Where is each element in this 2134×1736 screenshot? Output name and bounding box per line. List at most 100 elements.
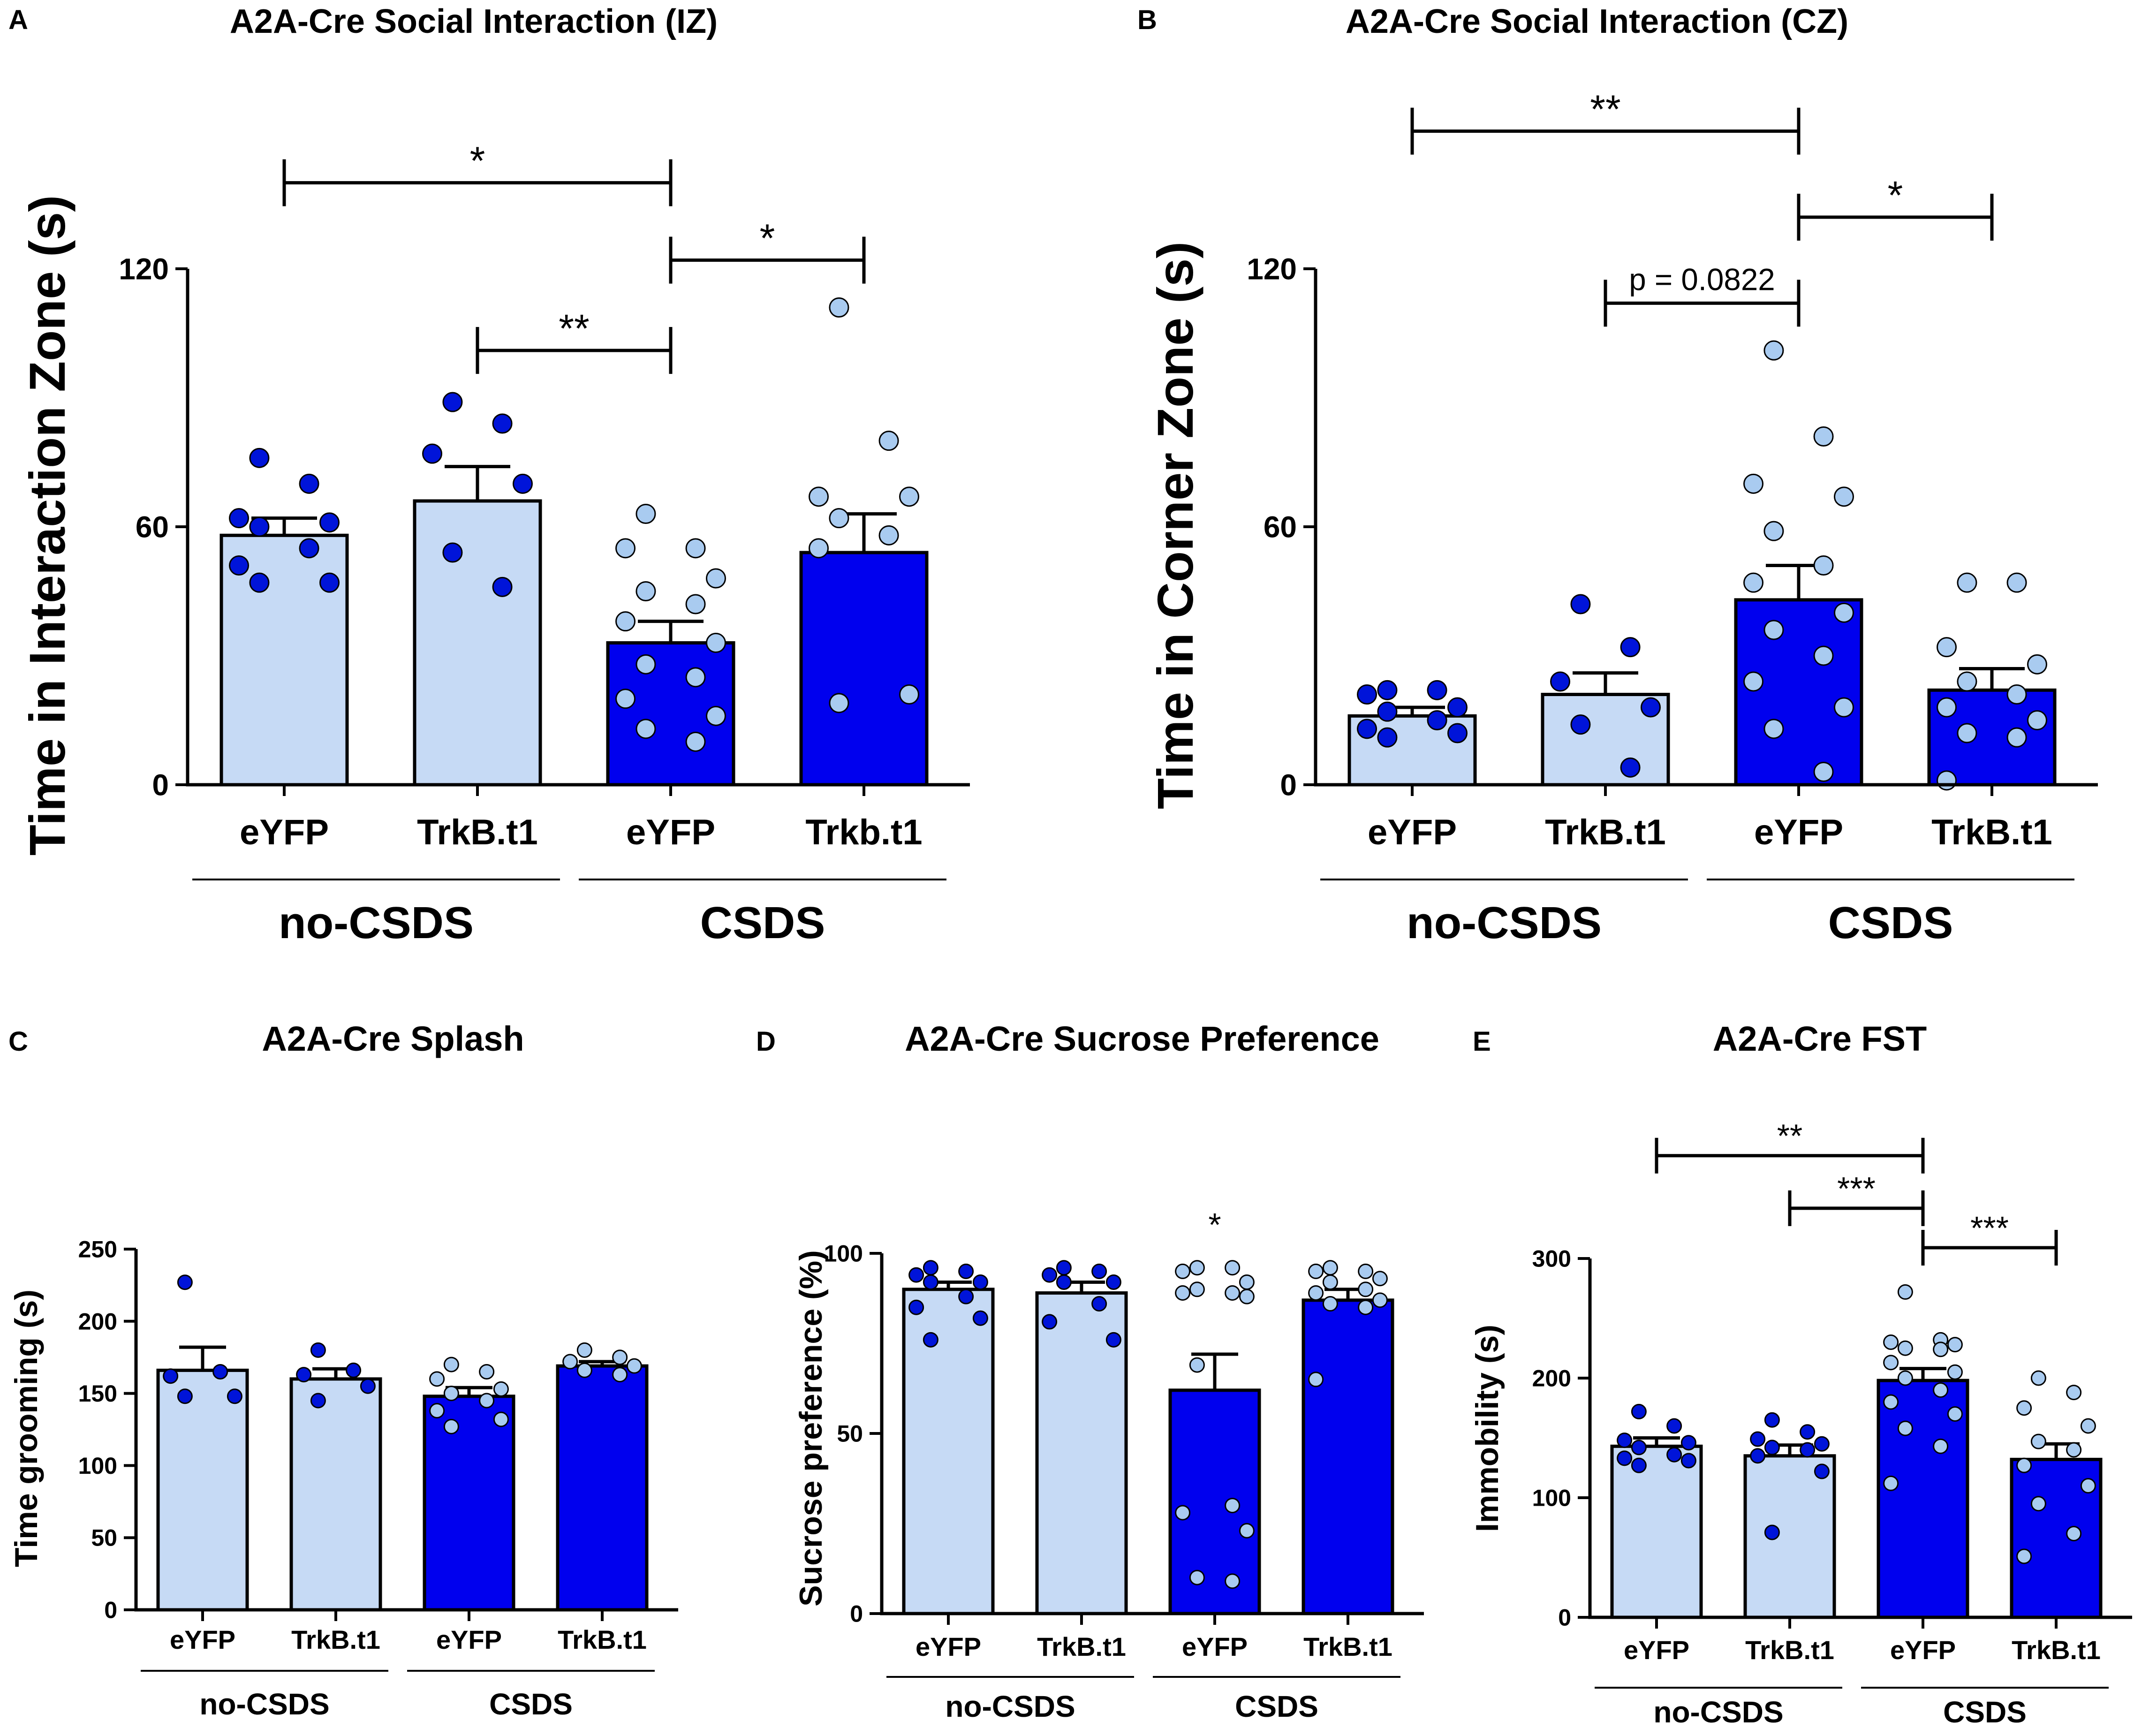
panel-label: D (756, 1026, 776, 1057)
panel-e: E A2A-Cre FST Immobility (s) 0 100 200 300 eYFP… (1469, 1019, 2132, 1729)
error-bar-1 (1633, 1436, 1680, 1447)
data-point (576, 1342, 592, 1358)
data-point (972, 1310, 988, 1326)
data-point (1814, 1436, 1830, 1452)
data-point (1763, 340, 1784, 361)
category-label: Trkb.t1 (805, 812, 922, 852)
data-point (908, 1267, 924, 1283)
data-point (1813, 645, 1834, 666)
y-tick-label: 120 (1247, 252, 1297, 286)
significance-label: * (1208, 1206, 1221, 1243)
data-point (1239, 1274, 1255, 1290)
data-point (493, 1411, 509, 1427)
category-label: eYFP (170, 1625, 235, 1654)
y-tick-label: 150 (78, 1380, 117, 1407)
data-point (1308, 1285, 1324, 1301)
data-point (1883, 1355, 1899, 1371)
data-point (1813, 426, 1834, 447)
data-point (2027, 654, 2047, 675)
data-point (1377, 701, 1398, 722)
data-point (1372, 1292, 1388, 1308)
group-label: no-CSDS (279, 898, 474, 948)
data-point (1743, 572, 1764, 593)
group-label: CSDS (1828, 898, 1953, 948)
data-point (229, 508, 250, 529)
data-point (1937, 770, 1957, 791)
category-label: eYFP (1890, 1635, 1956, 1665)
bar-4 (1302, 1298, 1394, 1615)
data-point (1680, 1453, 1696, 1469)
data-point (1814, 1463, 1830, 1479)
y-axis-label: Time in Corner Zone (s) (1147, 242, 1203, 809)
data-point (1239, 1289, 1255, 1304)
bar-4 (799, 551, 929, 787)
data-point (1897, 1370, 1913, 1386)
data-point (1764, 1412, 1780, 1428)
data-point (163, 1368, 179, 1384)
category-label: eYFP (436, 1625, 502, 1654)
data-point (1358, 1263, 1374, 1279)
data-point (636, 581, 656, 601)
data-point (685, 667, 706, 688)
y-tick-label: 250 (78, 1236, 117, 1263)
data-point (829, 508, 849, 529)
bar-1 (1610, 1444, 1703, 1619)
significance-label: * (470, 139, 485, 183)
category-label: eYFP (240, 812, 329, 852)
significance-label: *** (1970, 1210, 2009, 1246)
data-point (1947, 1406, 1963, 1422)
data-point (878, 525, 899, 546)
panel-label: C (8, 1026, 28, 1057)
data-point (1372, 1271, 1388, 1287)
significance-bracket (1797, 194, 1994, 241)
data-point (1225, 1498, 1241, 1514)
data-point (2030, 1496, 2046, 1512)
bar-4 (556, 1364, 649, 1612)
data-point (1056, 1274, 1072, 1290)
data-point (1322, 1260, 1338, 1276)
data-point (612, 1349, 628, 1365)
panel-title: A2A-Cre FST (1713, 1019, 1927, 1058)
data-point (1189, 1260, 1205, 1276)
data-point (1897, 1284, 1913, 1300)
data-point (299, 538, 319, 559)
data-point (1225, 1260, 1241, 1276)
panel-b: B A2A-Cre Social Interaction (CZ) Time in … (1137, 3, 2098, 948)
data-point (1427, 710, 1447, 730)
data-point (512, 473, 533, 494)
data-point (1617, 1433, 1633, 1448)
data-point (1447, 697, 1468, 718)
panel-title: A2A-Cre Sucrose Preference (905, 1019, 1379, 1058)
data-point (1322, 1274, 1338, 1290)
data-point (1933, 1382, 1949, 1398)
panel-title: A2A-Cre Social Interaction (CZ) (1346, 3, 1848, 40)
data-point (1570, 594, 1591, 614)
data-point (2006, 572, 2027, 593)
data-point (1763, 521, 1784, 541)
category-label: eYFP (626, 812, 715, 852)
panel-label: A (8, 5, 28, 35)
data-point (2006, 727, 2027, 748)
data-point (958, 1263, 974, 1279)
group-label: CSDS (1943, 1695, 2027, 1729)
data-point (443, 1386, 459, 1402)
data-point (1631, 1440, 1647, 1456)
data-point (1897, 1340, 1913, 1356)
group-label: no-CSDS (199, 1687, 329, 1721)
data-point (296, 1367, 312, 1383)
significance-label: ** (559, 306, 589, 350)
data-point (1358, 1281, 1374, 1297)
significance-bracket (1655, 1137, 1925, 1174)
group-label: no-CSDS (1407, 898, 1602, 948)
group-label: no-CSDS (1653, 1695, 1783, 1729)
panel-title: A2A-Cre Splash (262, 1019, 524, 1058)
y-tick-label: 120 (119, 252, 169, 286)
data-point (562, 1354, 578, 1370)
category-label: TrkB.t1 (1931, 812, 2052, 852)
data-point (923, 1274, 938, 1290)
data-point (1239, 1523, 1255, 1539)
significance-label: * (760, 216, 775, 260)
data-point (829, 693, 849, 713)
data-point (899, 684, 919, 705)
